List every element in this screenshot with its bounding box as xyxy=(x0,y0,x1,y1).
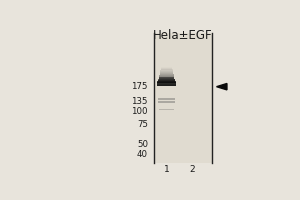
Text: 40: 40 xyxy=(137,150,148,159)
Bar xyxy=(160,70,173,71)
Text: 135: 135 xyxy=(131,97,148,106)
Text: 100: 100 xyxy=(131,107,148,116)
Bar xyxy=(159,77,174,78)
Bar xyxy=(161,67,172,68)
Bar xyxy=(160,73,173,74)
Bar xyxy=(159,77,174,78)
Bar xyxy=(158,80,175,81)
Bar xyxy=(159,78,174,79)
Bar xyxy=(157,82,176,83)
Bar xyxy=(154,33,212,163)
Bar xyxy=(157,81,176,82)
Text: 75: 75 xyxy=(137,120,148,129)
Text: 1: 1 xyxy=(164,165,169,174)
Bar xyxy=(161,68,172,69)
Bar xyxy=(157,83,176,84)
Bar xyxy=(157,85,176,86)
Bar xyxy=(161,68,172,69)
Text: Hela±EGF: Hela±EGF xyxy=(153,29,213,42)
Text: 175: 175 xyxy=(131,82,148,91)
Bar xyxy=(159,75,174,76)
Bar xyxy=(160,69,172,70)
Bar xyxy=(158,79,175,80)
Bar xyxy=(158,80,175,81)
Bar xyxy=(159,76,174,77)
Bar xyxy=(159,78,174,79)
Bar xyxy=(160,72,173,73)
Text: 2: 2 xyxy=(189,165,195,174)
Bar xyxy=(158,79,175,80)
Text: 50: 50 xyxy=(137,140,148,149)
Bar xyxy=(158,101,175,103)
Bar xyxy=(158,98,175,100)
Bar xyxy=(160,69,172,70)
Polygon shape xyxy=(217,83,227,90)
Bar xyxy=(160,71,173,72)
Bar xyxy=(157,84,176,85)
Bar xyxy=(157,82,176,83)
Bar xyxy=(161,67,172,68)
Bar xyxy=(160,74,174,75)
Bar xyxy=(158,81,175,82)
Bar xyxy=(159,109,174,110)
